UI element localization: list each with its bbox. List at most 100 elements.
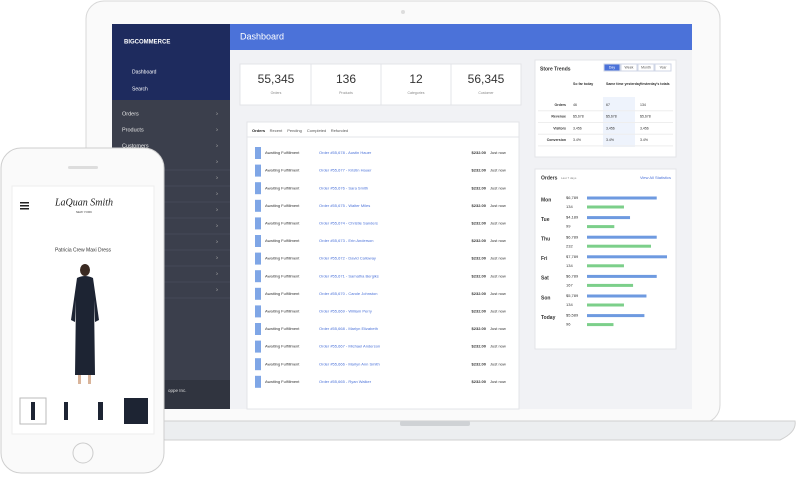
orders-bar xyxy=(587,264,624,268)
thumbnails[interactable] xyxy=(19,397,148,425)
trend-tab-label: Month xyxy=(641,66,651,70)
orders-label: 134 xyxy=(566,302,573,307)
revenue-label: $5,789 xyxy=(566,293,579,298)
order-time: Just now xyxy=(490,220,506,225)
tab[interactable]: Orders xyxy=(252,128,266,133)
chevron: › xyxy=(216,176,218,182)
order-price: $232.00 xyxy=(472,344,487,349)
chevron: › xyxy=(216,208,218,214)
order-link[interactable]: Order #55,667 - Michael Anderson xyxy=(319,344,380,349)
order-link[interactable]: Order #55,670 - Carole Johnston xyxy=(319,291,377,296)
trend-cell: 3,456 xyxy=(640,126,649,130)
tab[interactable]: Pending xyxy=(287,128,302,133)
tab[interactable]: Completed xyxy=(307,128,326,133)
orders-bar xyxy=(587,303,624,307)
trend-tab[interactable] xyxy=(603,63,621,72)
day-label: Thu xyxy=(541,237,550,243)
order-link[interactable]: Order #55,666 - Marlyn Ann Smith xyxy=(319,361,380,366)
day-label: Tue xyxy=(541,217,550,223)
trend-cell: 67 xyxy=(606,103,610,107)
sidebar-link[interactable]: Dashboard xyxy=(132,69,157,75)
order-time: Just now xyxy=(490,238,506,243)
sidebar-item[interactable]: Orders xyxy=(122,111,139,117)
chevron: › xyxy=(216,240,218,246)
laptop-notch xyxy=(400,421,470,426)
sidebar-item[interactable]: Products xyxy=(122,127,144,133)
order-link[interactable]: Order #55,672 - David Calloway xyxy=(319,256,376,261)
orders-label: 232 xyxy=(566,243,573,248)
trend-row-label: Revenue xyxy=(551,115,566,119)
order-time: Just now xyxy=(490,291,506,296)
sidebar-item[interactable]: Customers xyxy=(122,143,149,149)
order-link[interactable]: Order #55,678 - Austin Hauer xyxy=(319,150,372,155)
status-badge xyxy=(255,235,261,247)
orders-bar xyxy=(587,323,614,327)
chevron: › xyxy=(216,144,218,150)
tab[interactable]: Refunded xyxy=(331,128,348,133)
order-price: $232.00 xyxy=(472,185,487,190)
status-badge xyxy=(255,217,261,230)
trend-row-label: Conversion xyxy=(547,138,566,142)
status-badge xyxy=(255,323,261,335)
tab[interactable]: Recent xyxy=(270,128,284,133)
orders-chart-panel xyxy=(534,168,677,350)
order-link[interactable]: Order #55,669 - William Perry xyxy=(319,308,372,313)
order-link[interactable]: Order #55,677 - Kristin Hauer xyxy=(319,168,372,173)
trend-cell: 3.4% xyxy=(606,138,614,142)
order-time: Just now xyxy=(490,203,506,208)
sidebar-link[interactable]: Search xyxy=(132,86,148,92)
order-time: Just now xyxy=(490,344,506,349)
menu-icon[interactable] xyxy=(20,202,29,210)
order-status: Awaiting Fulfillment xyxy=(265,203,300,208)
order-status: Awaiting Fulfillment xyxy=(265,273,300,278)
chevron: › xyxy=(216,224,218,230)
trend-tab[interactable] xyxy=(620,63,638,72)
revenue-label: $7,789 xyxy=(566,254,579,259)
trend-tab[interactable] xyxy=(654,63,672,72)
view-all-link[interactable]: View All Statistics xyxy=(640,175,671,180)
trend-tab-label: Day xyxy=(609,66,615,70)
order-status: Awaiting Fulfillment xyxy=(265,185,300,190)
orders-bar xyxy=(587,283,634,287)
order-status: Awaiting Fulfillment xyxy=(265,238,300,243)
order-time: Just now xyxy=(490,256,506,261)
laptop-base xyxy=(149,420,796,441)
order-status: Awaiting Fulfillment xyxy=(265,150,300,155)
day-label: Son xyxy=(541,295,550,301)
order-link[interactable]: Order #55,668 - Marlyn Elizabeth xyxy=(319,326,378,331)
stat-value: 56,345 xyxy=(468,72,505,86)
revenue-bar xyxy=(587,196,657,200)
order-status: Awaiting Fulfillment xyxy=(265,308,300,313)
order-link[interactable]: Order #55,671 - Samatha Bergiks xyxy=(319,273,379,278)
orders-bar xyxy=(587,205,624,209)
revenue-bar xyxy=(587,255,667,259)
speaker xyxy=(68,166,98,169)
camera xyxy=(401,10,405,14)
order-price: $232.00 xyxy=(472,308,487,313)
trend-cell: 3.4% xyxy=(573,138,581,142)
order-link[interactable]: Order #55,675 - Walter Miles xyxy=(319,203,370,208)
order-link[interactable]: Order #55,673 - Erin Anderson xyxy=(319,238,373,243)
order-link[interactable]: Order #55,665 - Ryan Walker xyxy=(319,379,372,384)
order-time: Just now xyxy=(490,308,506,313)
trend-tab-label: Week xyxy=(625,66,634,70)
stat-value: 136 xyxy=(336,72,356,86)
order-status: Awaiting Fulfillment xyxy=(265,220,300,225)
order-status: Awaiting Fulfillment xyxy=(265,326,300,331)
order-time: Just now xyxy=(490,168,506,173)
order-link[interactable]: Order #55,676 - Sara Smith xyxy=(319,185,368,190)
order-price: $232.00 xyxy=(472,379,487,384)
order-status: Awaiting Fulfillment xyxy=(265,379,300,384)
trend-cell: 134 xyxy=(640,103,646,107)
trend-tab[interactable] xyxy=(637,63,655,72)
day-label: Fri xyxy=(541,256,548,262)
revenue-bar xyxy=(587,216,631,220)
order-price: $232.00 xyxy=(472,220,487,225)
order-link[interactable]: Order #55,674 - Christie Sanders xyxy=(319,220,378,225)
revenue-bar xyxy=(587,235,657,239)
product-title: Patricia Crew Maxi Dress xyxy=(55,247,112,253)
orders-bar xyxy=(587,244,651,248)
trend-cell: 3,456 xyxy=(606,126,615,130)
sidebar-footer-text: oppe Inc. xyxy=(168,388,187,393)
stat-label: Products xyxy=(339,91,353,95)
